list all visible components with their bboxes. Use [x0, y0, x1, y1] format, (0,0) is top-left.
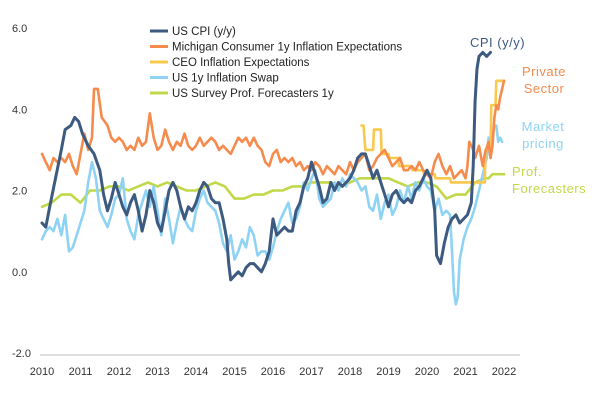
x-tick-label: 2018: [338, 366, 362, 378]
legend: US CPI (y/y) Michigan Consumer 1y Inflati…: [150, 26, 402, 100]
x-tick-label: 2021: [453, 366, 477, 378]
series-lines: [40, 50, 506, 306]
y-tick-label: 0.0: [12, 267, 27, 279]
y-axis-ticks: 6.0 4.0 2.0 0.0 -2.0: [12, 23, 31, 360]
x-tick-label: 2017: [299, 366, 323, 378]
series-line: [40, 50, 492, 282]
series-annotation: CPI (y/y): [470, 35, 525, 50]
x-tick-label: 2019: [376, 366, 400, 378]
y-tick-label: 4.0: [12, 104, 27, 116]
legend-label: US CPI (y/y): [172, 26, 236, 38]
x-tick-label: 2020: [415, 366, 439, 378]
series-annotation: Prof. Forecasters: [512, 164, 586, 196]
series-annotation: Private Sector: [522, 64, 566, 96]
x-tick-label: 2015: [222, 366, 246, 378]
x-tick-label: 2013: [145, 366, 169, 378]
y-tick-label: 2.0: [12, 186, 27, 198]
series-annotations: CPI (y/y) Private Sector Market pricing Prof.…: [470, 35, 586, 196]
legend-label: US 1y Inflation Swap: [172, 73, 279, 85]
x-tick-label: 2010: [30, 366, 54, 378]
x-tick-label: 2014: [184, 366, 208, 378]
x-tick-label: 2016: [261, 366, 285, 378]
x-tick-label: 2012: [107, 366, 131, 378]
x-axis-ticks: 2010 2011 2012 2013 2014 2015 2016 2017 2018 2019…: [30, 366, 516, 378]
legend-label: CEO Inflation Expectations: [172, 57, 310, 69]
series-line: [40, 79, 506, 180]
x-tick-label: 2022: [492, 366, 516, 378]
y-tick-label: -2.0: [12, 348, 31, 360]
y-tick-label: 6.0: [12, 23, 27, 35]
series-line: [40, 124, 504, 306]
legend-label: US Survey Prof. Forecasters 1y: [172, 88, 334, 100]
series-line: [40, 172, 506, 209]
legend-label: Michigan Consumer 1y Inflation Expectati…: [172, 42, 402, 54]
x-tick-label: 2011: [69, 366, 93, 378]
series-annotation: Market pricing: [522, 119, 565, 151]
